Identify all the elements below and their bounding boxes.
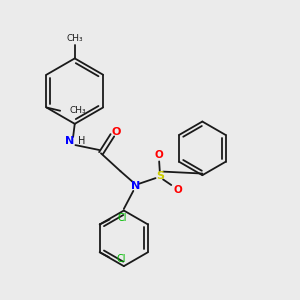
Text: N: N <box>131 181 140 191</box>
Text: O: O <box>155 150 164 160</box>
Text: S: S <box>156 171 164 181</box>
Text: Cl: Cl <box>118 213 127 223</box>
Text: O: O <box>173 185 182 195</box>
Text: CH₃: CH₃ <box>66 34 83 43</box>
Text: O: O <box>112 127 121 137</box>
Text: H: H <box>78 136 85 146</box>
Text: N: N <box>64 136 74 146</box>
Text: CH₃: CH₃ <box>70 106 87 115</box>
Text: Cl: Cl <box>117 254 126 264</box>
